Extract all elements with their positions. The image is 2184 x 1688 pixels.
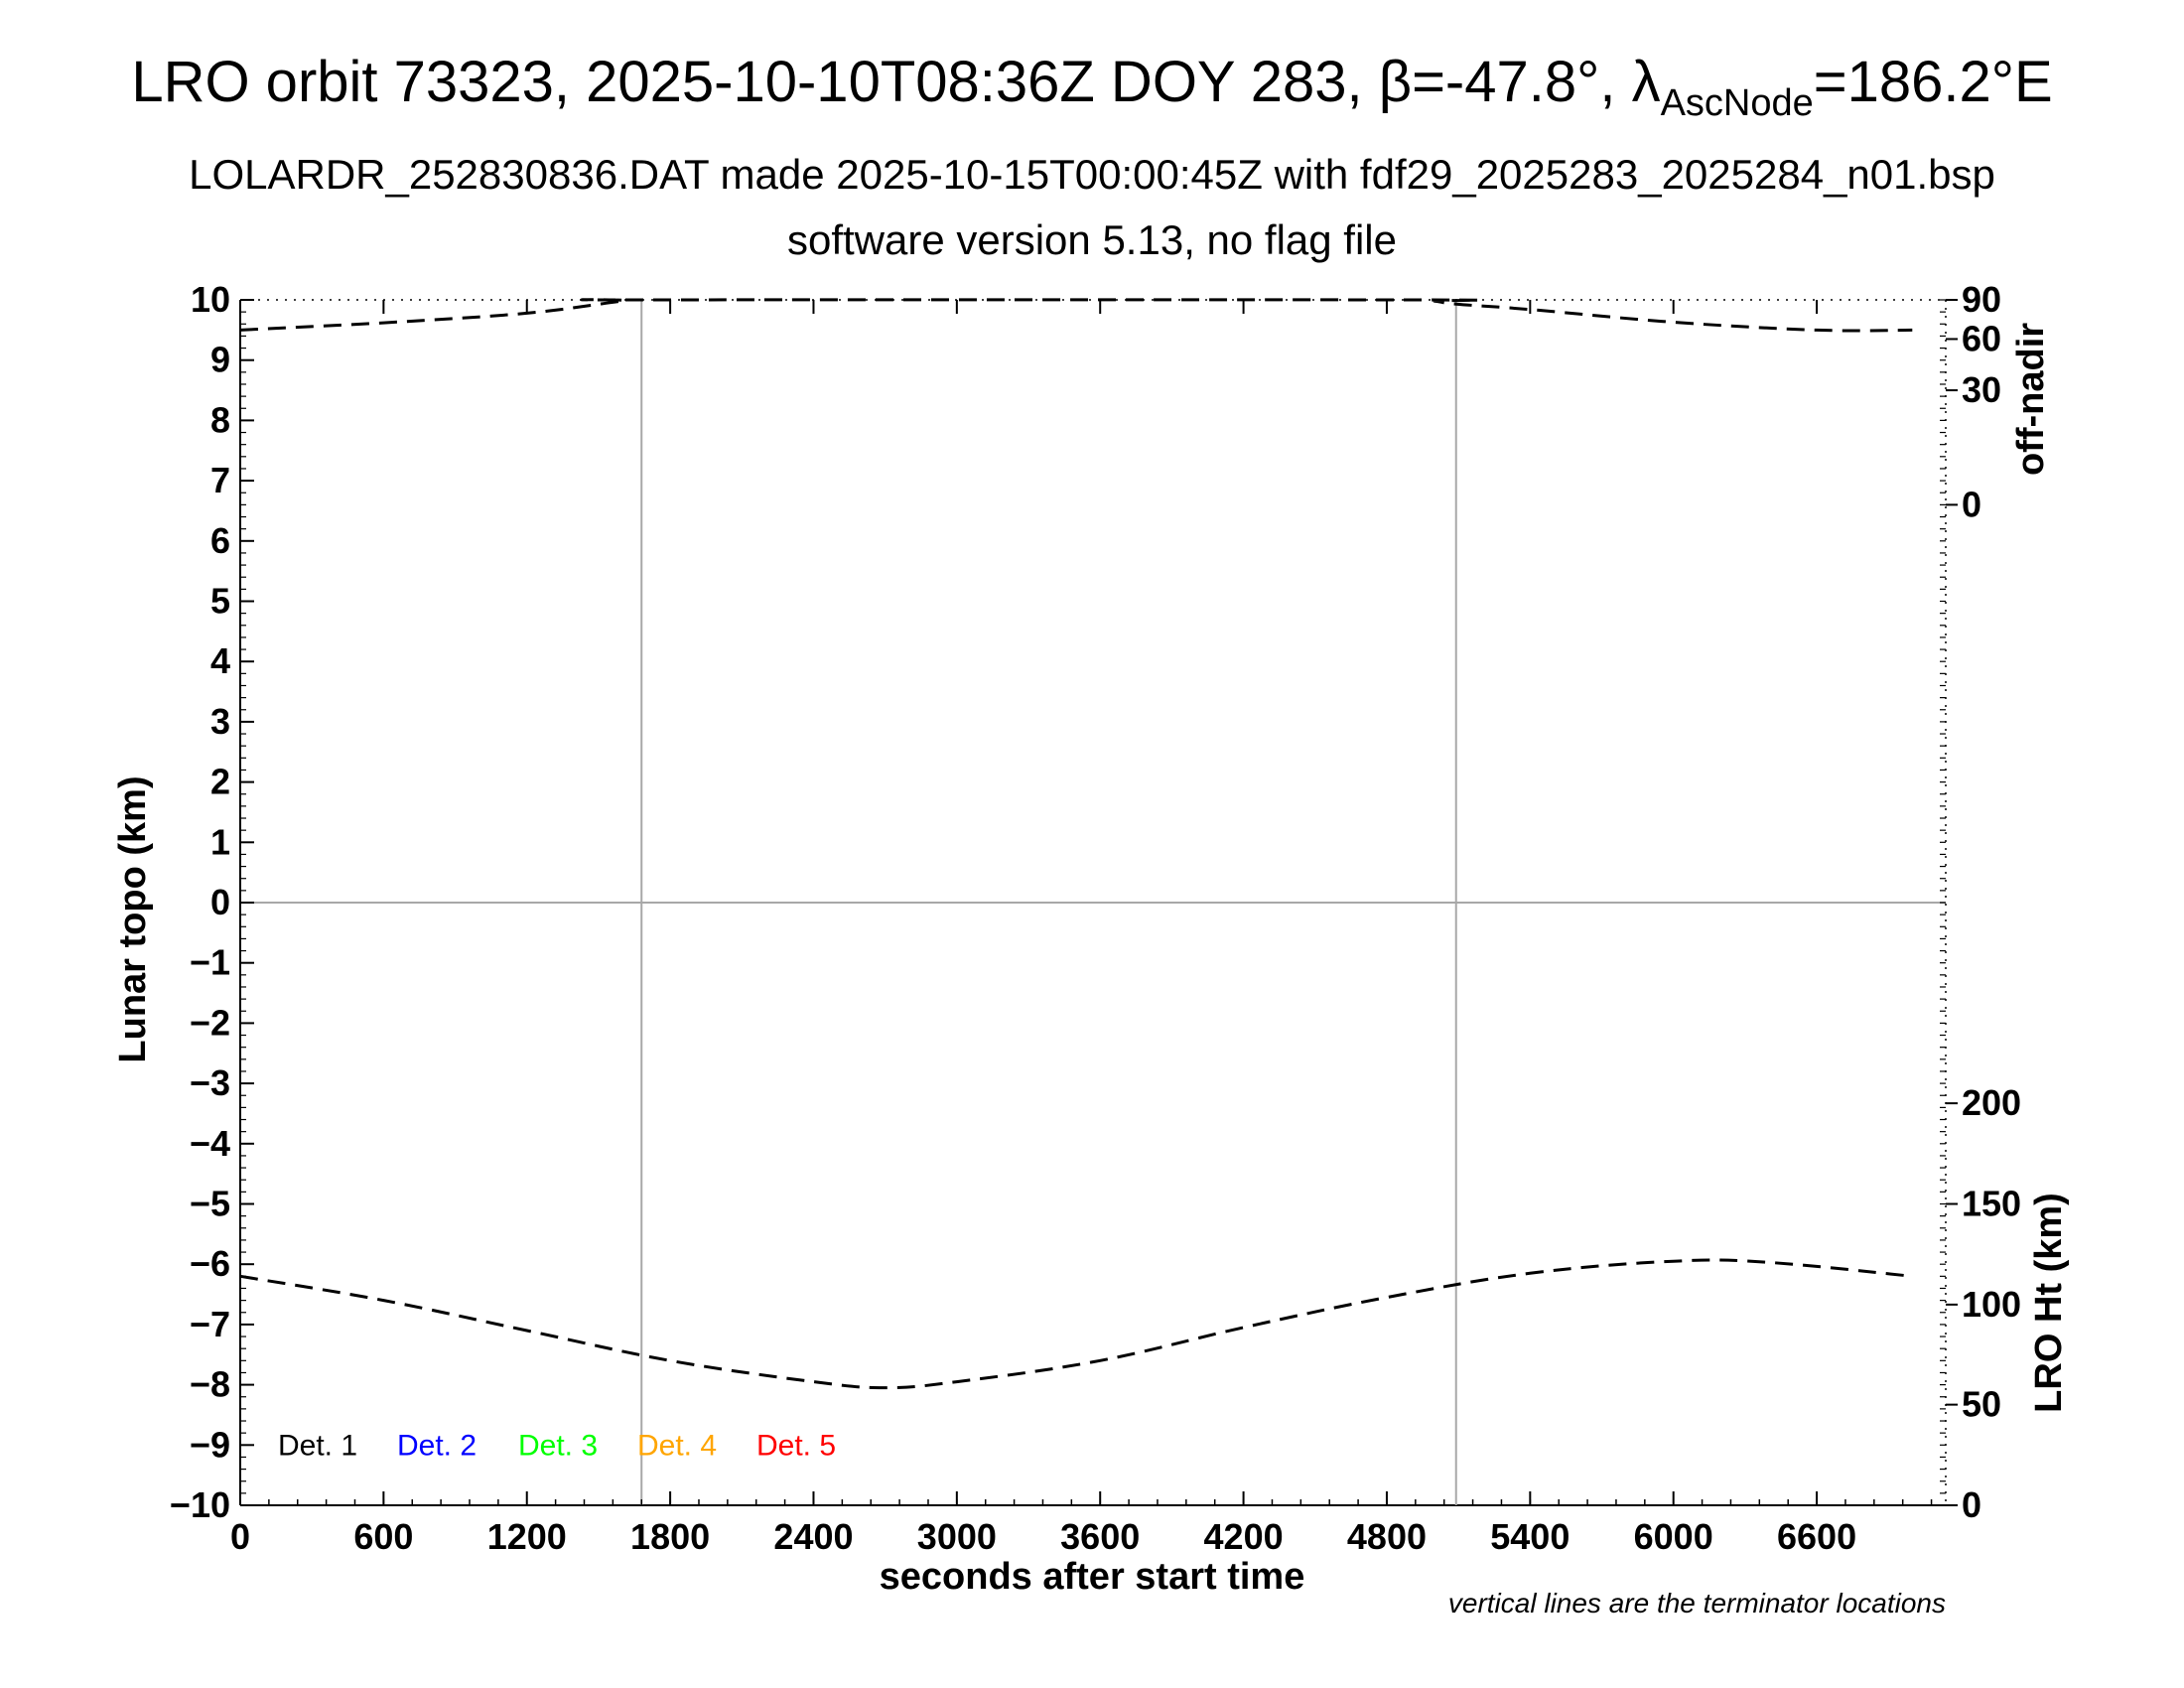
x-axis: 0 600 1200 1800 2400 3000 3600 4200 4800 5400 6000… — [230, 300, 1933, 1557]
y-tick-label: 1 — [210, 821, 230, 862]
y-tick-label: 9 — [210, 340, 230, 380]
y-tick-label: −6 — [190, 1243, 230, 1284]
chart-title: LRO orbit 73323, 2025-10-10T08:36Z DOY 2… — [131, 50, 2052, 124]
series-group — [239, 298, 1913, 1390]
legend: Det. 1 Det. 2 Det. 3 Det. 4 Det. 5 — [278, 1429, 836, 1462]
y-tick-label: 5 — [210, 581, 230, 622]
footnote: vertical lines are the terminator locati… — [1448, 1588, 1946, 1618]
y2-axis-label-height: LRO Ht (km) — [2028, 1193, 2070, 1413]
y-tick-label: 0 — [210, 882, 230, 922]
height-tick-label: 150 — [1962, 1184, 2021, 1224]
offnadir-tick-label: 0 — [1962, 484, 1981, 524]
offnadir-tick-label: 30 — [1962, 369, 2001, 410]
height-tick-label: 200 — [1962, 1082, 2021, 1123]
y-tick-label: −2 — [190, 1002, 230, 1043]
terminator-lines — [240, 300, 1946, 1505]
height-tick-label: 50 — [1962, 1384, 2001, 1425]
legend-item-1: Det. 1 — [278, 1429, 357, 1462]
legend-item-2: Det. 2 — [397, 1429, 477, 1462]
x-tick-label: 6000 — [1634, 1516, 1713, 1557]
y-tick-label: 8 — [210, 399, 230, 440]
chart-subtitle: LOLARDR_252830836.DAT made 2025-10-15T00… — [189, 151, 1995, 198]
x-tick-label: 2400 — [773, 1516, 853, 1557]
offnadir-tick-label: 60 — [1962, 318, 2001, 358]
legend-item-5: Det. 5 — [756, 1429, 836, 1462]
x-tick-label: 5400 — [1490, 1516, 1570, 1557]
y-tick-label: −9 — [190, 1424, 230, 1465]
offnadir-tick-label: 90 — [1962, 279, 2001, 320]
x-tick-label: 0 — [230, 1516, 250, 1557]
y-tick-label: 7 — [210, 460, 230, 500]
y-tick-label: −10 — [170, 1484, 230, 1525]
x-tick-label: 3600 — [1060, 1516, 1140, 1557]
y-tick-label: −3 — [190, 1062, 230, 1103]
legend-item-4: Det. 4 — [637, 1429, 717, 1462]
y-tick-label: −1 — [190, 942, 230, 983]
series-line-lro-ht — [239, 1258, 1913, 1390]
y-tick-label: −8 — [190, 1364, 230, 1405]
x-axis-label: seconds after start time — [880, 1556, 1305, 1598]
height-tick-label: 0 — [1962, 1484, 1981, 1525]
x-tick-label: 600 — [353, 1516, 413, 1557]
x-tick-label: 4200 — [1204, 1516, 1284, 1557]
y-tick-label: 10 — [191, 279, 230, 320]
y-tick-label: 6 — [210, 520, 230, 561]
y-tick-label: −7 — [190, 1304, 230, 1344]
legend-item-3: Det. 3 — [518, 1429, 598, 1462]
x-tick-label: 1800 — [630, 1516, 710, 1557]
x-tick-label: 3000 — [917, 1516, 997, 1557]
y-axis-label: Lunar topo (km) — [112, 775, 154, 1062]
y2-axis-label-offnadir: off-nadir — [2010, 323, 2052, 476]
y-tick-label: 2 — [210, 762, 230, 802]
chart-subtitle-version: software version 5.13, no flag file — [787, 216, 1397, 263]
series-line-off-nadir — [239, 298, 1913, 333]
x-tick-label: 1200 — [487, 1516, 567, 1557]
y-tick-label: 3 — [210, 701, 230, 742]
y-tick-label: 4 — [210, 640, 230, 681]
height-tick-label: 100 — [1962, 1284, 2021, 1325]
y-tick-label: −4 — [190, 1123, 230, 1164]
x-tick-label: 6600 — [1777, 1516, 1856, 1557]
y-tick-label: −5 — [190, 1184, 230, 1224]
x-tick-label: 4800 — [1347, 1516, 1427, 1557]
